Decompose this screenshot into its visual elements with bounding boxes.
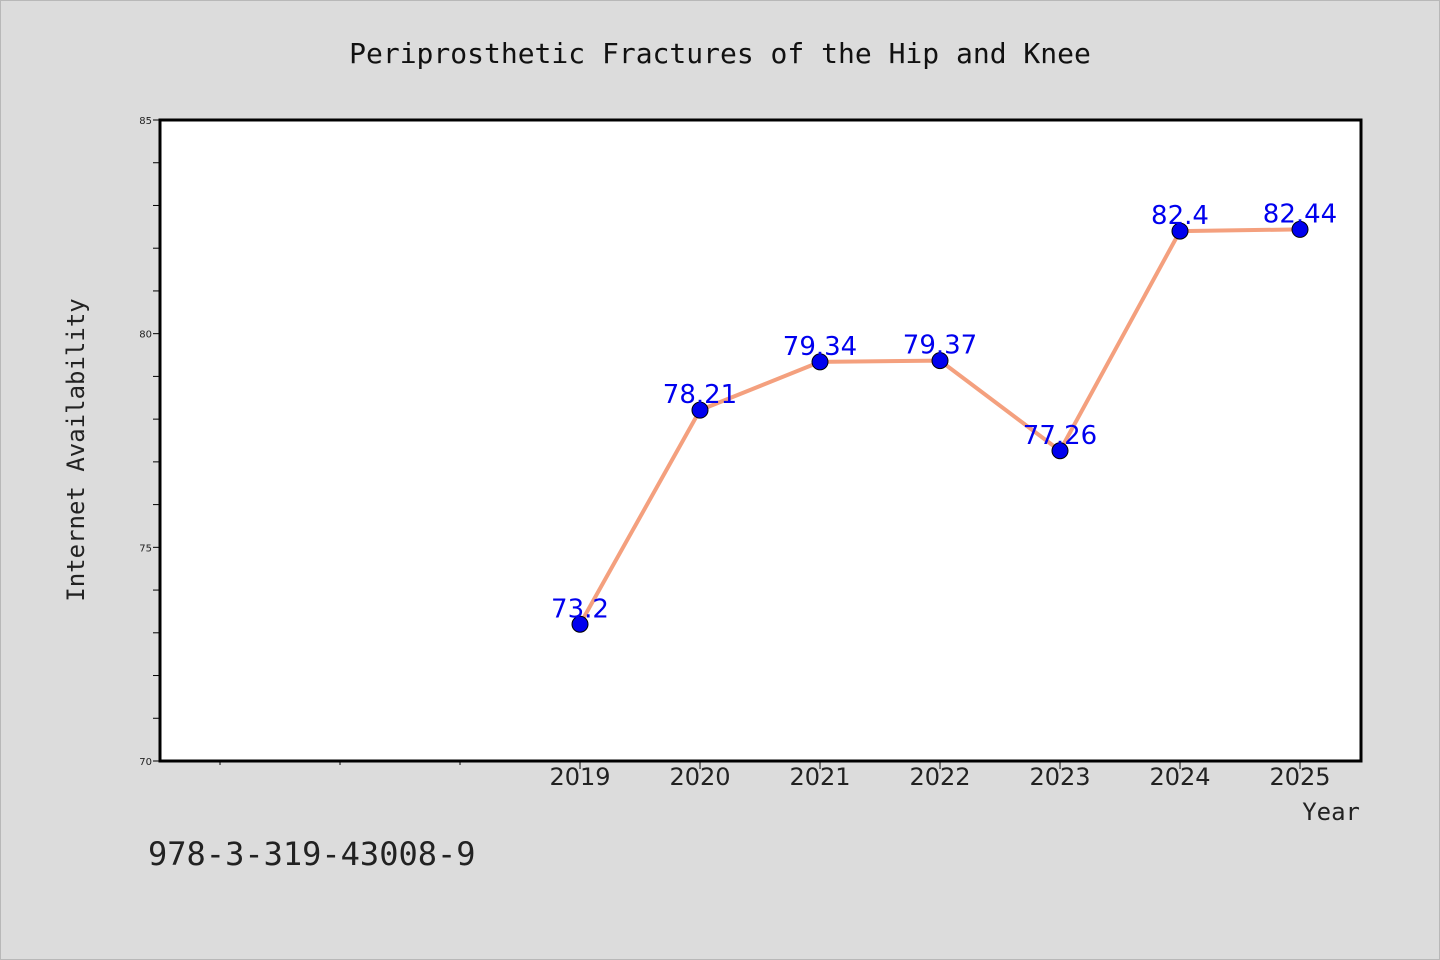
data-label: 82.44	[1263, 199, 1337, 229]
x-tick-label: 2023	[1029, 763, 1090, 791]
y-tick-label: 75	[139, 543, 152, 554]
x-axis-label: Year	[1302, 798, 1360, 826]
x-tick-label: 2021	[789, 763, 850, 791]
data-label: 79.37	[903, 331, 977, 361]
plot-area	[158, 118, 1363, 763]
x-tick-label: 2025	[1269, 763, 1330, 791]
data-point	[1051, 442, 1069, 460]
x-tick-label: 2022	[909, 763, 970, 791]
data-point	[1291, 220, 1309, 238]
x-axis: 2019 2020 2021 2022 2023 2024 2025	[219, 761, 1331, 791]
data-label: 78.21	[663, 380, 737, 410]
x-tick-label: 2019	[549, 763, 610, 791]
isbn-text: 978-3-319-43008-9	[148, 835, 476, 873]
series-layer: 73.2 78.21 79.34 79.37 77.26 82.4 82.44	[551, 199, 1337, 633]
y-axis-label: Internet Availability	[62, 298, 90, 601]
data-point	[691, 401, 709, 419]
y-tick-label: 85	[139, 116, 152, 127]
chart-title: Periprosthetic Fractures of the Hip and …	[349, 37, 1091, 70]
data-label: 82.4	[1151, 201, 1209, 231]
y-tick-label: 70	[139, 757, 152, 768]
y-axis: 70 75 80 85	[139, 116, 160, 768]
x-tick-label: 2020	[669, 763, 730, 791]
data-label: 77.26	[1023, 421, 1097, 451]
data-point	[571, 615, 589, 633]
data-point	[1171, 222, 1189, 240]
x-tick-label: 2024	[1149, 763, 1210, 791]
data-label: 79.34	[783, 332, 857, 362]
data-label: 73.2	[551, 594, 609, 624]
data-point	[931, 352, 949, 370]
y-tick-label: 80	[139, 330, 152, 341]
data-point	[811, 353, 829, 371]
